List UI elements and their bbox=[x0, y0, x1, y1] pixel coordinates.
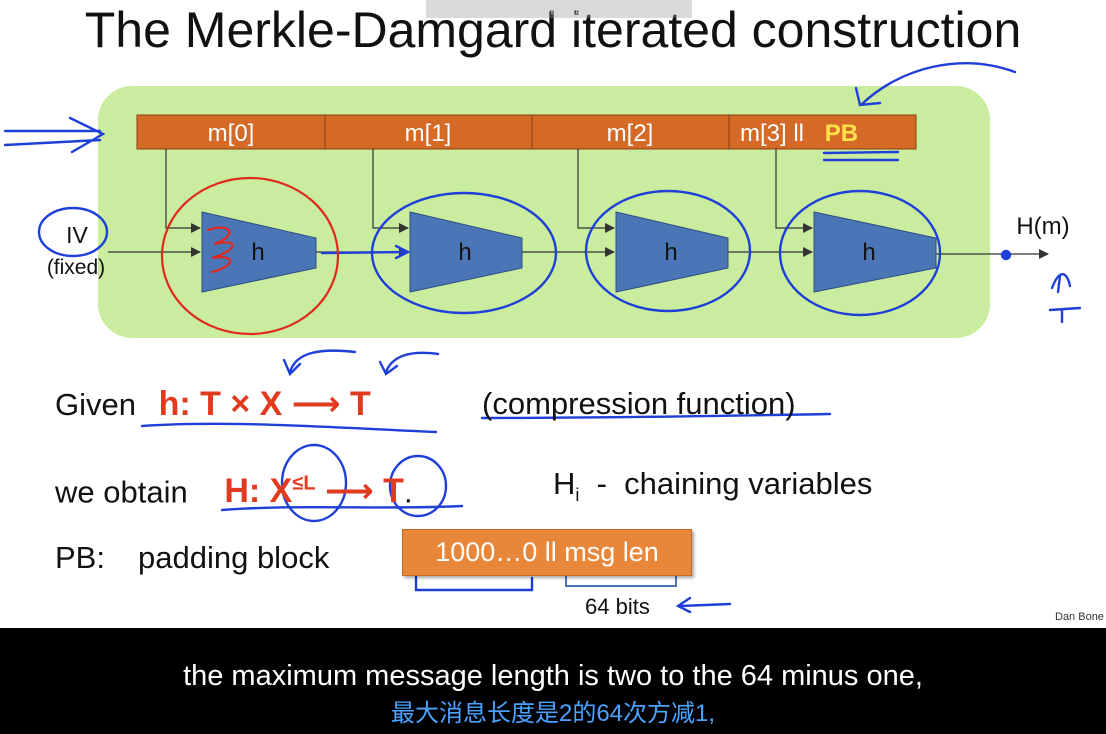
ink-circle-t bbox=[388, 454, 448, 518]
subtitle-bar bbox=[0, 628, 1106, 734]
message-block-3-label: m[3] ll PB bbox=[740, 120, 858, 147]
message-block-0 bbox=[136, 114, 326, 150]
ink-scribble bbox=[206, 226, 234, 274]
given-formula: h: T × X ⟶ T bbox=[158, 385, 371, 423]
h-unit-1 bbox=[409, 211, 523, 293]
given-line: Given h: T × X ⟶ T bbox=[55, 386, 371, 423]
ink-underline-obtain bbox=[220, 504, 464, 512]
subtitle-chinese: 最大消息长度是2的64次方减1, bbox=[390, 700, 716, 727]
ink-circle-h0-red bbox=[160, 176, 340, 336]
ink-t-mark bbox=[1048, 306, 1082, 324]
slide-title: The Merkle-Damgard iterated construction bbox=[84, 2, 1022, 58]
compression-note: (compression function) bbox=[482, 386, 796, 421]
merkle-damgard-diagram: m[0] m[1] m[2] m[3] ll PB h h bbox=[3, 62, 1082, 614]
iv-sub-label: (fixed) bbox=[47, 256, 105, 279]
ink-bracket-pad bbox=[414, 574, 534, 592]
obtain-prefix: we obtain bbox=[55, 474, 188, 510]
obtain-formula-sup: ≤L bbox=[292, 473, 316, 495]
chaining-sub: i bbox=[575, 485, 580, 506]
slide: The Merkle-Damgard iterated construction… bbox=[3, 0, 1104, 623]
ink-n-mark bbox=[1050, 273, 1072, 294]
subtitle-english: the maximum message length is two to the… bbox=[183, 660, 923, 692]
message-blocks-bar: m[0] m[1] m[2] m[3] ll PB bbox=[136, 114, 917, 150]
message-block-1 bbox=[324, 114, 533, 150]
message-block-3 bbox=[728, 114, 917, 150]
message-block-1-label: m[1] bbox=[405, 120, 452, 147]
chaining-h: H bbox=[553, 466, 576, 501]
padding-block-box: 1000…0 ll msg len bbox=[402, 529, 692, 576]
output-label: H(m) bbox=[1016, 213, 1069, 240]
message-block-2-label: m[2] bbox=[607, 120, 654, 147]
chaining-line: Hi - chaining variables bbox=[553, 466, 872, 513]
ink-underline-given bbox=[140, 422, 438, 434]
h-unit-0 bbox=[201, 211, 317, 293]
given-prefix: Given bbox=[55, 387, 136, 422]
chaining-text: - chaining variables bbox=[579, 466, 873, 501]
h-unit-2-label: h bbox=[664, 239, 677, 266]
ink-underline-compression bbox=[480, 412, 832, 420]
ink-circle-h3 bbox=[778, 189, 942, 317]
ink-output-dot bbox=[1000, 249, 1012, 261]
h-unit-0-label: h bbox=[251, 239, 264, 266]
watermark: GPT中英字幕课程资源@bilibili.com bbox=[426, 0, 692, 18]
obtain-formula-tail: ⟶ T bbox=[315, 472, 404, 511]
ink-underline-pb bbox=[822, 150, 900, 162]
pb-prefix: PB: bbox=[55, 540, 105, 575]
obtain-formula: H: X≤L ⟶ T bbox=[224, 472, 404, 510]
pb-desc: padding block bbox=[138, 540, 330, 575]
ink-annotations-blue bbox=[3, 62, 1082, 614]
block-connectors bbox=[165, 149, 813, 233]
h-unit-3 bbox=[813, 211, 937, 293]
h-unit-1-label: h bbox=[458, 239, 471, 266]
obtain-period: . bbox=[403, 474, 413, 510]
msg-len-brace bbox=[565, 576, 677, 587]
message-block-0-label: m[0] bbox=[208, 120, 255, 147]
obtain-formula-h: H: X bbox=[224, 472, 293, 511]
ink-arrow-t1 bbox=[282, 349, 357, 377]
ink-circle-h2 bbox=[584, 189, 752, 313]
h-unit-3-label: h bbox=[862, 239, 875, 266]
bits-label: 64 bits bbox=[585, 594, 650, 619]
pb-highlight: PB bbox=[825, 120, 858, 147]
iv-label: IV bbox=[66, 222, 88, 248]
credit: Dan Bone bbox=[1055, 611, 1104, 623]
ink-annotations-red bbox=[160, 176, 340, 336]
h-units: h h h h bbox=[201, 211, 937, 293]
ink-arrow-t2 bbox=[378, 351, 440, 376]
ink-circle-x bbox=[280, 443, 348, 523]
ink-chain-arrow bbox=[320, 244, 411, 260]
ink-arrow-left bbox=[3, 116, 106, 154]
ink-arrow-pb bbox=[854, 62, 1017, 107]
h-unit-2 bbox=[615, 211, 729, 293]
obtain-line: we obtain H: X≤L ⟶ T. bbox=[55, 466, 413, 510]
ink-arrow-64bits bbox=[675, 596, 732, 614]
ink-circle-iv bbox=[37, 206, 109, 258]
